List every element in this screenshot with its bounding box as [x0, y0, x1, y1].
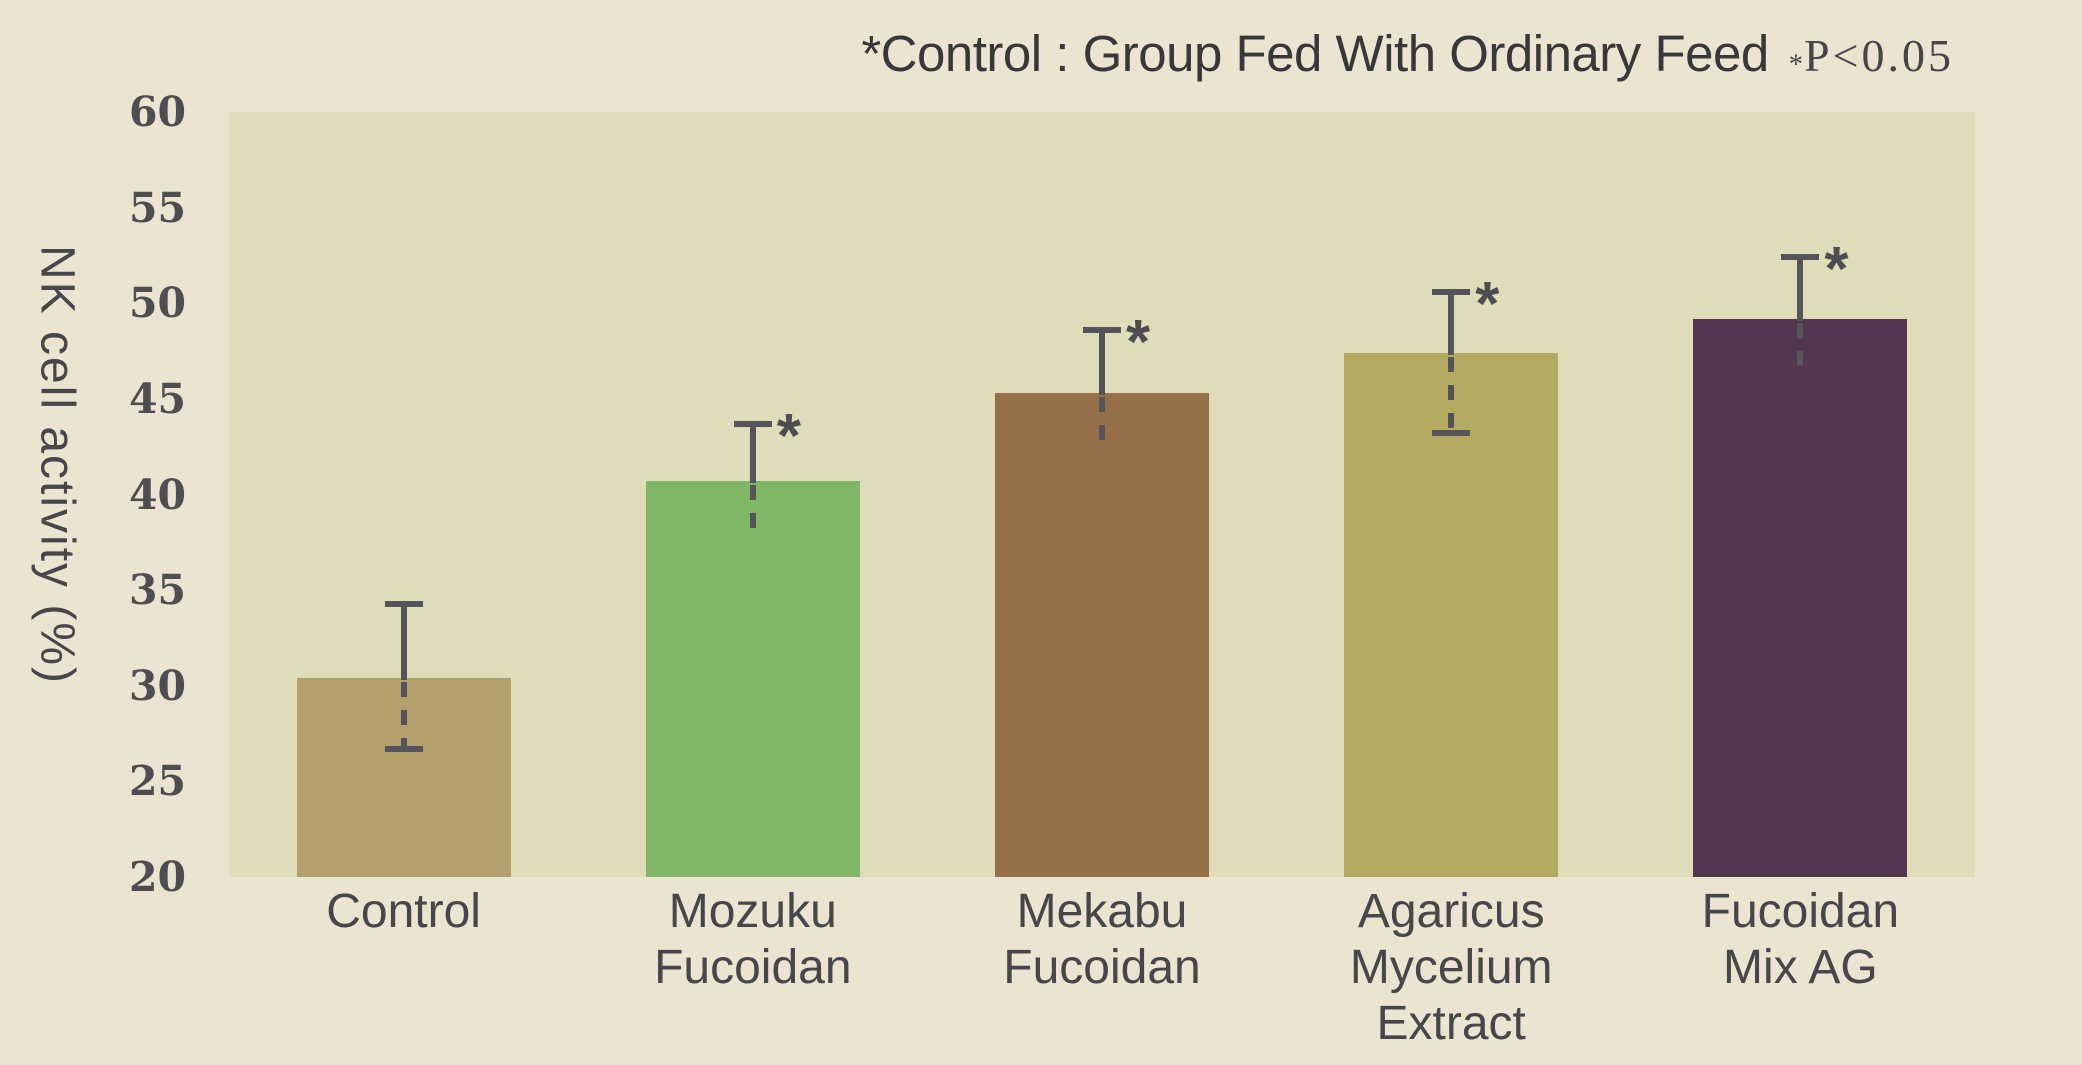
x-label-line: Mix AG — [1723, 941, 1878, 994]
x-label-line: Control — [326, 885, 481, 938]
x-label-line: Agaricus — [1357, 885, 1545, 938]
y-tick-label: 60 — [128, 88, 186, 136]
error-bar-lower-4 — [1797, 322, 1804, 378]
y-tick-label: 50 — [128, 279, 186, 328]
y-tick-label: 35 — [128, 566, 186, 615]
error-bar-upper-2 — [1099, 330, 1105, 396]
x-label-1: Mozuku Fucoidan — [573, 884, 933, 996]
significance-asterisk-2: * — [1126, 308, 1151, 378]
p-value-asterisk: * — [1788, 49, 1804, 81]
chart-title: *Control : Group Fed With Ordinary Feed … — [861, 24, 1954, 83]
error-bar-top-cap-0 — [384, 600, 423, 607]
p-value-text: P<0.05 — [1803, 30, 1954, 81]
x-label-line: Mekabu — [1016, 885, 1188, 938]
p-value-note: *P<0.05 — [1789, 29, 1954, 82]
bar-1 — [645, 481, 860, 877]
error-bar-top-cap-3 — [1432, 288, 1471, 295]
error-bar-lower-2 — [1099, 397, 1105, 445]
error-bar-bottom-cap-3 — [1432, 430, 1471, 437]
significance-asterisk-4: * — [1824, 235, 1849, 305]
error-bar-lower-1 — [749, 485, 756, 537]
error-bar-lower-0 — [400, 682, 407, 747]
x-label-4: Fucoidan Mix AG — [1620, 884, 1980, 996]
error-bar-upper-4 — [1797, 257, 1804, 321]
x-label-line: Fucoidan — [1701, 885, 1900, 938]
error-bar-upper-3 — [1448, 291, 1455, 355]
x-label-2: Mekabu Fucoidan — [922, 884, 1282, 996]
y-tick-label: 25 — [128, 757, 186, 806]
bar-2 — [995, 393, 1209, 877]
x-label-line: Mozuku — [668, 885, 837, 938]
error-bar-lower-3 — [1448, 356, 1455, 432]
x-label-0: Control — [224, 884, 584, 940]
y-tick-label: 40 — [128, 470, 186, 519]
x-label-line: Fucoidan — [654, 941, 852, 994]
x-label-3: Agaricus Mycelium Extract — [1271, 884, 1631, 1052]
y-tick-label: 45 — [128, 374, 186, 423]
significance-asterisk-1: * — [776, 401, 801, 471]
error-bar-top-cap-2 — [1083, 327, 1121, 334]
x-label-line: Mycelium — [1349, 941, 1553, 994]
chart-title-text: *Control : Group Fed With Ordinary Feed — [861, 25, 1769, 82]
bar-3 — [1344, 352, 1559, 877]
bar-4 — [1693, 318, 1908, 877]
error-bar-top-cap-1 — [733, 420, 772, 427]
y-tick-label: 55 — [128, 183, 186, 232]
x-label-line: Extract — [1376, 997, 1526, 1050]
y-tick-label: 20 — [128, 853, 186, 901]
error-bar-bottom-cap-0 — [384, 745, 423, 752]
x-label-line: Fucoidan — [1003, 941, 1201, 994]
error-bar-top-cap-4 — [1781, 254, 1820, 261]
y-tick-label: 30 — [128, 661, 186, 710]
significance-asterisk-3: * — [1475, 269, 1500, 339]
error-bar-upper-0 — [400, 603, 407, 681]
error-bar-upper-1 — [749, 423, 756, 484]
